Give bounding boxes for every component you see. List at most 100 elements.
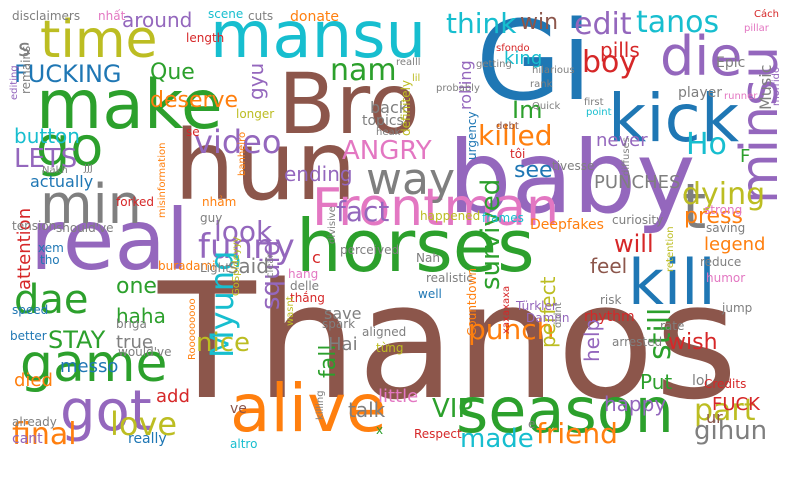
word-urgency: urgency <box>465 111 479 160</box>
word-lil: lil <box>412 73 421 84</box>
word-im: Im <box>512 96 543 124</box>
word-around: around <box>122 8 193 32</box>
word-nhat: nhất <box>98 9 126 23</box>
word-ur: ur <box>706 408 723 427</box>
word-rank: rank <box>530 79 553 90</box>
word-make: make <box>36 66 223 145</box>
word-dae: dae <box>14 277 89 323</box>
word-real: real <box>30 191 190 289</box>
word-t: t <box>682 170 707 243</box>
word-point: point <box>586 107 612 118</box>
word-hai: Hai <box>328 334 358 355</box>
word-gihun: gihun <box>694 416 768 446</box>
word-said: said <box>228 254 269 278</box>
word-vip: VIP <box>432 394 474 424</box>
word-happy: happy <box>604 392 667 416</box>
word-hun: hun <box>174 110 357 222</box>
word-misinformation: misinformation <box>157 142 168 218</box>
word-risk: risk <box>600 293 622 307</box>
word-lol: lol <box>692 373 709 389</box>
word-will: will <box>614 230 654 258</box>
word-go: go <box>36 115 104 178</box>
word-video: video <box>194 123 282 161</box>
word-hilarious: hilarious <box>532 65 575 76</box>
word-definitely: definitely <box>399 79 413 136</box>
word-editing: editing <box>9 65 20 100</box>
word-already: already <box>12 415 57 429</box>
word-buradami: buradami <box>158 259 216 273</box>
word-made: made <box>460 424 534 454</box>
word-longer: longer <box>236 107 275 121</box>
word-season: season <box>456 374 674 447</box>
word-probably: probably <box>436 83 480 94</box>
word-spark: spark <box>322 317 356 331</box>
word-horses: horses <box>296 204 535 288</box>
word-xem: xem <box>38 241 64 255</box>
word-donate: donate <box>290 9 340 25</box>
word-delle: delle <box>290 279 320 293</box>
word-speed: speed <box>12 303 49 317</box>
word-c: c <box>312 248 321 267</box>
word-sfondo: sfondo <box>496 43 530 54</box>
word-would-ve: would've <box>118 345 172 359</box>
word-damnn: Damnn <box>526 311 570 325</box>
word-guy: guy <box>200 211 223 225</box>
word-scene: scene <box>208 7 244 21</box>
word-tung: từng <box>376 341 404 355</box>
word-banheiro: banheiro <box>237 131 248 176</box>
word-turkler: Türkler <box>516 299 557 313</box>
word-tho: tho <box>40 253 60 267</box>
word-game: game <box>20 334 168 394</box>
word-got: got <box>60 379 152 444</box>
word-died: died <box>14 370 53 391</box>
word-nice: nice <box>196 328 250 358</box>
word-press: press <box>684 204 743 229</box>
word-haha: haha <box>116 304 166 328</box>
word-final: final <box>12 417 77 452</box>
word-punch: punch <box>468 313 555 346</box>
word-s: s <box>18 34 31 62</box>
word-reduce: reduce <box>700 255 742 269</box>
word-friend: friend <box>536 417 618 450</box>
word-kick: kick <box>608 80 740 157</box>
word-realistic: realistic <box>426 271 473 285</box>
word-boy: boy <box>582 45 638 80</box>
word-runner: runner <box>724 91 758 102</box>
word-x: x <box>376 423 384 437</box>
word-better: better <box>10 329 47 343</box>
word-really: really <box>128 431 167 447</box>
word-fuck: FUCK <box>712 394 760 415</box>
word-perceived: perceived <box>340 243 400 257</box>
word-morrido: morrido <box>771 66 782 106</box>
word-should-ve: should've <box>56 221 114 235</box>
word-retention: retention <box>665 226 676 272</box>
word-f: F <box>740 146 751 167</box>
word-arrested: arrested <box>612 335 663 349</box>
word-funny: funny <box>198 227 295 267</box>
word-mansu: mansu <box>210 0 427 73</box>
word-frames: frames <box>482 211 524 225</box>
word-fact: fact <box>336 195 390 228</box>
word-button: button <box>14 124 80 148</box>
word-first: first <box>584 97 604 108</box>
word-well: well <box>418 287 442 301</box>
word-xaxaxaxa: xaxaxaxa <box>501 285 512 334</box>
word-gi: Gi <box>476 0 592 125</box>
word-back: back <box>370 98 409 117</box>
word-didnt: didnt <box>553 302 564 328</box>
word-frontman: Frontman <box>312 178 559 238</box>
word-legend: legend <box>704 234 766 255</box>
word-nah: Nah <box>416 251 440 265</box>
word-que: Que <box>150 60 195 85</box>
word-lets: LETS <box>14 144 78 174</box>
word-tension: tension <box>12 219 57 233</box>
word-way: way <box>366 154 455 205</box>
word-win: win <box>520 10 559 35</box>
word-die: die <box>660 25 743 88</box>
word-clear: clear <box>265 253 276 278</box>
word-min: min <box>40 173 142 236</box>
word-se: se <box>186 125 200 139</box>
word-see: see <box>514 158 553 183</box>
word-happened: happened <box>420 209 481 223</box>
word-quick: Quick <box>532 101 561 112</box>
